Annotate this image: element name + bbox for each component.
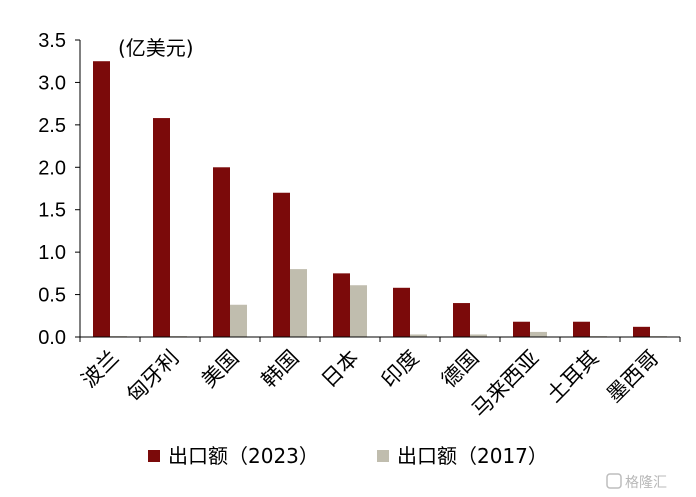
category-label: 印度	[377, 346, 424, 393]
bar-2023	[93, 61, 110, 337]
category-label: 土耳其	[542, 346, 604, 408]
watermark: 格隆汇	[606, 473, 667, 491]
category-label: 波兰	[77, 346, 124, 393]
category-label: 墨西哥	[602, 346, 664, 408]
category-label: 美国	[197, 346, 244, 393]
bar-2023	[393, 287, 410, 337]
legend: 出口额（2023） 出口额（2017）	[148, 444, 548, 468]
y-tick-label: 1.0	[38, 242, 66, 264]
bar-2017	[290, 269, 307, 337]
bar-2017	[350, 285, 367, 337]
bar-2023	[633, 326, 650, 337]
unit-label: (亿美元)	[118, 36, 194, 60]
category-label: 日本	[317, 346, 364, 393]
legend-swatch	[377, 450, 389, 462]
y-axis: 0.0 0.5 1.0 1.5 2.0 2.5 3.0 3.5	[38, 30, 81, 349]
y-tick-label: 2.5	[38, 115, 66, 137]
y-tick-label: 0.0	[38, 327, 66, 349]
category-label: 匈牙利	[122, 346, 184, 408]
y-tick-label: 3.5	[38, 30, 66, 52]
legend-label: 出口额（2017）	[397, 444, 548, 468]
y-tick-label: 3.0	[38, 72, 66, 94]
y-tick-label: 2.0	[38, 157, 66, 179]
category-label: 马来西亚	[467, 346, 543, 422]
bar-2023	[513, 321, 530, 337]
bar-2023	[213, 167, 230, 337]
bar-2023	[273, 192, 290, 337]
bar-2017	[230, 304, 247, 337]
y-tick-label: 0.5	[38, 285, 66, 307]
bar-2023	[453, 303, 470, 337]
watermark-logo-icon	[606, 473, 622, 489]
category-label: 韩国	[257, 346, 304, 393]
category-label: 德国	[437, 346, 484, 393]
bar-2017	[410, 334, 427, 337]
bars	[93, 61, 667, 337]
bar-2023	[573, 321, 590, 337]
legend-swatch	[148, 450, 160, 462]
bar-2023	[333, 273, 350, 337]
bar-2017	[530, 331, 547, 337]
bar-2017	[470, 334, 487, 337]
watermark-text: 格隆汇	[625, 475, 667, 491]
y-tick-label: 1.5	[38, 200, 66, 222]
bar-2023	[153, 118, 170, 337]
legend-label: 出口额（2023）	[168, 444, 319, 468]
